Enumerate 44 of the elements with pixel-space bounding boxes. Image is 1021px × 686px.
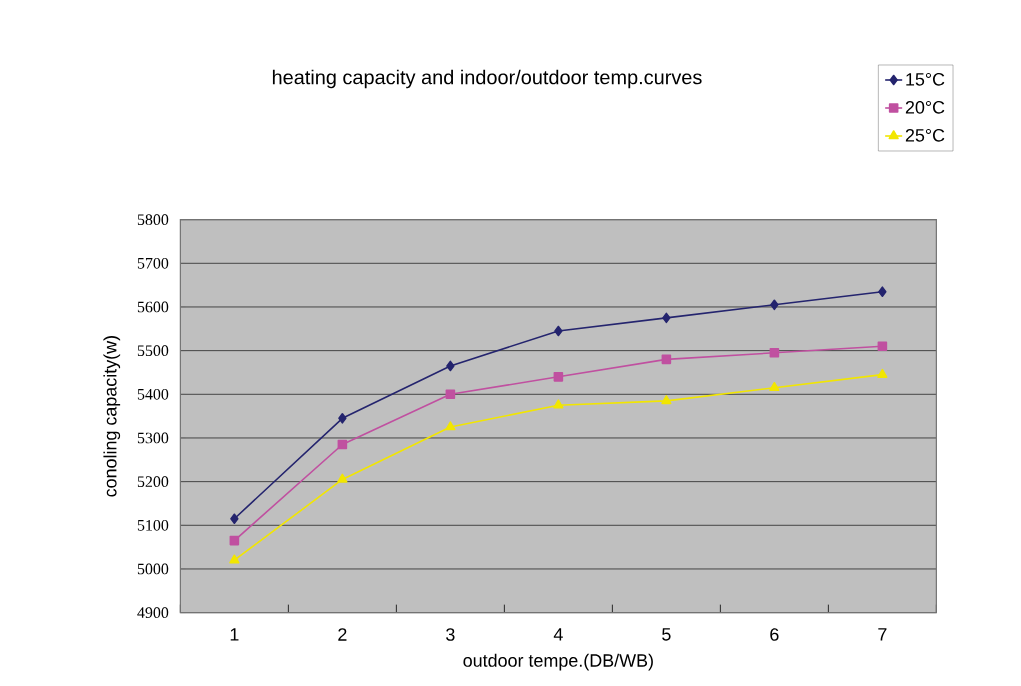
y-tick-label: 4900 [137,607,169,619]
x-tick-label: 4 [553,628,563,641]
point [553,399,564,409]
legend-label: 15°C [906,72,945,86]
x-tick-label: 5 [662,628,671,641]
x-tick-label: 6 [770,628,779,641]
point [877,341,888,352]
y-tick-label: 5400 [137,388,169,400]
y-tick-label: 5600 [137,301,169,313]
point [877,368,888,378]
point [337,439,348,450]
point [769,381,780,392]
point [554,325,563,337]
point [337,473,348,483]
legend-label: 20°C [905,100,945,114]
y-tick-label: 5200 [137,476,169,488]
x-tick-label: 2 [338,628,347,641]
y-tick-label: 5700 [137,257,169,269]
point [445,421,456,431]
point [769,348,780,358]
point [770,299,779,311]
point [446,360,455,372]
y-axis-title: conoling capacity(w) [103,336,121,497]
point [338,413,347,424]
x-tick-label: 3 [446,628,455,641]
y-tick-label: 5500 [137,345,169,357]
point [878,286,887,297]
point [229,535,240,546]
point [662,312,671,324]
legend-label: 25°C [905,128,945,142]
y-tick-label: 5000 [137,563,169,575]
x-tick-label: 7 [878,628,887,641]
point [445,389,456,400]
point [230,513,239,525]
point [229,554,240,564]
y-tick-label: 5800 [137,214,169,226]
point [661,354,672,365]
point [661,395,672,405]
x-axis-title: outdoor tempe.(DB/WB) [463,653,653,671]
y-tick-label: 5300 [137,432,169,444]
chart-title: heating capacity and indoor/outdoor temp.curves [272,69,702,89]
point [553,372,564,382]
y-tick-label: 5100 [137,519,169,531]
x-tick-label: 1 [230,628,239,641]
